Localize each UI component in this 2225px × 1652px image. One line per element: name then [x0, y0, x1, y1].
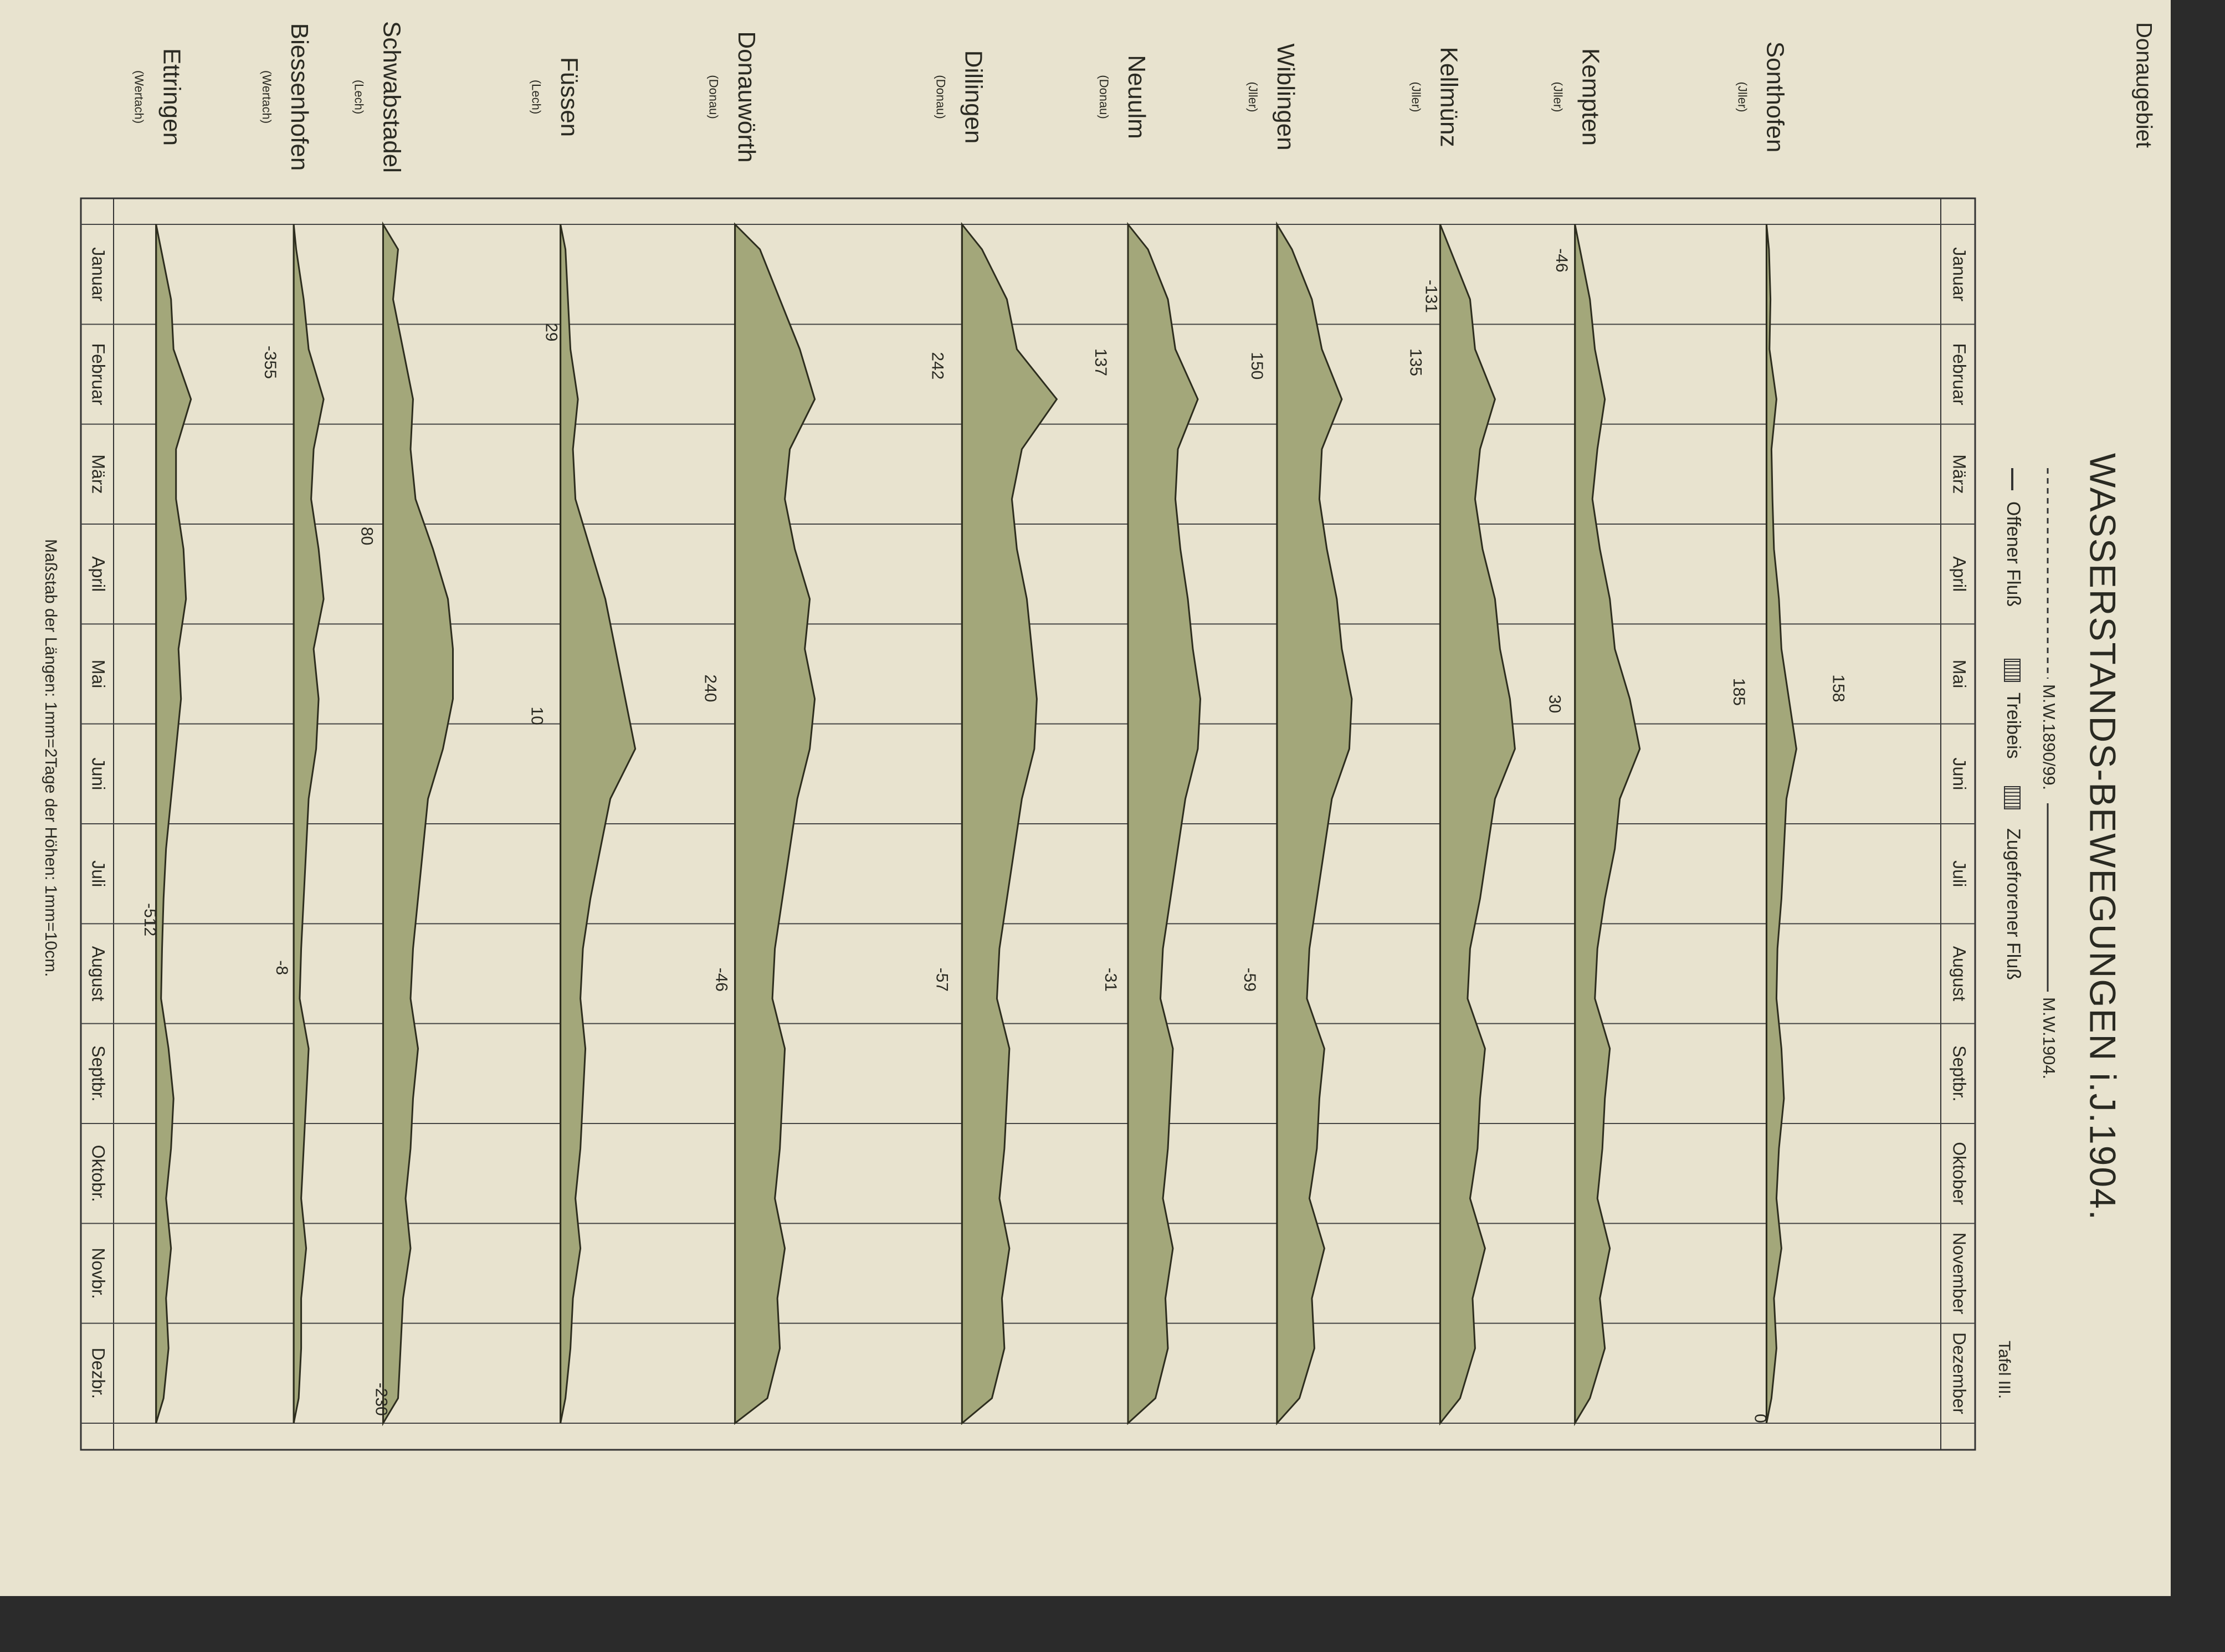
water-level-area: [1765, 224, 1797, 1424]
station-river: (Jller): [1735, 82, 1749, 112]
water-level-area: [1439, 224, 1516, 1426]
binding: [0, 1596, 2225, 1652]
extreme-annotation: -46: [1552, 248, 1571, 272]
month-label: Septbr.: [89, 1045, 109, 1101]
station-river: (Wertach): [132, 70, 146, 124]
station-river: (Jller): [1551, 82, 1565, 112]
station-name: Ettringen: [158, 48, 186, 146]
month-label: August: [89, 946, 109, 1002]
station-name: Dillingen: [960, 50, 987, 144]
station-river: (Jller): [1409, 82, 1423, 112]
title: WASSERSTANDS-BEWEGUNGEN i.J.1904.: [2083, 453, 2124, 1221]
extreme-annotation: -59: [1240, 968, 1259, 992]
month-label: Juli: [1950, 860, 1970, 887]
month-label: Juni: [1950, 757, 1970, 790]
extreme-annotation: -131: [1422, 280, 1440, 313]
station-river: (Jller): [1246, 82, 1260, 112]
month-label: Oktober: [1950, 1142, 1970, 1205]
month-label: Novbr.: [89, 1248, 109, 1299]
month-label: August: [1950, 946, 1970, 1002]
extreme-annotation: 137: [1091, 348, 1110, 376]
rotated-plate: Donaugebiet WASSERSTANDS-BEWEGUNGEN i.J.1…: [42, 21, 2156, 1451]
month-label: Januar: [89, 247, 109, 301]
extreme-annotation: 80: [358, 527, 376, 545]
extreme-annotation: -57: [932, 968, 951, 992]
water-level-area: [1276, 221, 1353, 1425]
legend-hatch: [2004, 786, 2021, 809]
extreme-annotation: 10: [528, 707, 546, 725]
extreme-annotation: 240: [701, 674, 720, 702]
water-level-area: [1574, 224, 1641, 1427]
month-label: Dezember: [1950, 1332, 1970, 1414]
extreme-annotation: 150: [1248, 352, 1266, 379]
station-river: (Wertach): [260, 70, 274, 124]
station-name: Wiblingen: [1272, 43, 1299, 150]
extreme-annotation: -46: [712, 968, 731, 992]
station-name: Biessenhofen: [286, 23, 313, 171]
station-name: Kellmünz: [1436, 47, 1463, 147]
water-level-area: [155, 224, 192, 1424]
station-name: Neuulm: [1123, 55, 1150, 139]
month-label: April: [89, 556, 109, 592]
extreme-annotation: -230: [372, 1383, 391, 1416]
month-label: März: [1950, 454, 1970, 494]
legend-label: Offener Fluß: [2003, 501, 2024, 607]
station-name: Donauwörth: [733, 31, 760, 162]
month-label: Dezbr.: [89, 1348, 109, 1399]
month-label: Juni: [89, 757, 109, 790]
station-name: Sonthofen: [1762, 42, 1789, 153]
water-level-area: [293, 224, 325, 1424]
extreme-annotation: 158: [1829, 674, 1848, 702]
extreme-annotation: -8: [273, 960, 291, 975]
station-name: Kempten: [1577, 48, 1604, 146]
plate-number: Tafel III.: [1995, 1341, 2013, 1399]
region-label: Donaugebiet: [2131, 22, 2156, 148]
station-name: Schwabstadel: [378, 21, 406, 173]
month-label: Septbr.: [1950, 1045, 1970, 1101]
month-label: November: [1950, 1233, 1970, 1315]
binding: [2171, 0, 2225, 1652]
month-label: Mai: [1950, 660, 1970, 689]
water-level-area: [560, 224, 637, 1424]
extreme-annotation: 242: [928, 352, 946, 379]
extreme-annotation: -31: [1101, 968, 1120, 992]
month-label: Januar: [1950, 247, 1970, 301]
water-level-area: [961, 222, 1058, 1425]
extreme-annotation: 135: [1406, 348, 1424, 376]
month-label: Februar: [89, 343, 109, 405]
station-river: (Donau): [934, 75, 947, 119]
station-river: (Donau): [707, 75, 721, 119]
month-label: Mai: [89, 660, 109, 689]
month-label: April: [1950, 556, 1970, 592]
extreme-annotation: -512: [141, 903, 159, 936]
station-river: (Lech): [352, 80, 366, 114]
paper: [0, 0, 2171, 1596]
extreme-annotation: 0: [1751, 1414, 1770, 1423]
water-level-area: [382, 221, 454, 1427]
month-label: Februar: [1950, 343, 1970, 405]
legend-label: Zugefrorener Fluß: [2003, 828, 2024, 980]
scale-note: Maßstab der Längen: 1mm=2Tage der Höhen:…: [42, 539, 60, 977]
water-level-area: [1127, 222, 1202, 1425]
month-label: März: [89, 454, 109, 494]
legend-label: M.W.1904.: [2039, 997, 2059, 1079]
month-label: Oktobr.: [89, 1145, 109, 1202]
water-level-area: [734, 222, 816, 1425]
legend-hatch: [2004, 659, 2021, 682]
legend-label: M.W.1890/99.: [2039, 684, 2059, 790]
extreme-annotation: -355: [261, 346, 279, 379]
extreme-annotation: 30: [1545, 695, 1563, 713]
extreme-annotation: 185: [1730, 678, 1748, 706]
station-river: (Donau): [1097, 75, 1111, 119]
station-river: (Lech): [530, 80, 544, 114]
station-name: Füssen: [556, 57, 583, 137]
month-label: Juli: [89, 860, 109, 887]
legend-label: Treibeis: [2003, 692, 2024, 759]
extreme-annotation: 29: [542, 323, 561, 341]
